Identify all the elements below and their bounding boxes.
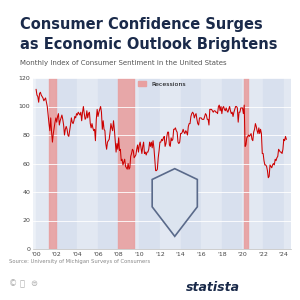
Text: ⓘ: ⓘ bbox=[20, 279, 25, 288]
Bar bbox=[36, 78, 57, 249]
Text: as Economic Outlook Brightens: as Economic Outlook Brightens bbox=[20, 38, 277, 52]
Text: Source: University of Michigan Surveys of Consumers: Source: University of Michigan Surveys o… bbox=[9, 260, 150, 265]
Text: Consumer Confidence Surges: Consumer Confidence Surges bbox=[20, 16, 262, 32]
Bar bbox=[201, 78, 222, 249]
Bar bbox=[77, 78, 98, 249]
Bar bbox=[160, 78, 181, 249]
Legend: Recessions: Recessions bbox=[138, 81, 186, 87]
Bar bbox=[263, 78, 284, 249]
Text: statista: statista bbox=[186, 281, 240, 294]
PathPatch shape bbox=[152, 169, 197, 236]
Bar bbox=[222, 78, 242, 249]
Bar bbox=[139, 78, 160, 249]
Bar bbox=[284, 78, 291, 249]
Text: Monthly Index of Consumer Sentiment in the United States: Monthly Index of Consumer Sentiment in t… bbox=[20, 60, 226, 66]
Bar bbox=[181, 78, 201, 249]
Text: ⊜: ⊜ bbox=[30, 279, 37, 288]
Bar bbox=[242, 78, 263, 249]
Bar bbox=[118, 78, 134, 249]
Bar bbox=[119, 78, 139, 249]
Bar bbox=[98, 78, 119, 249]
Text: ©: © bbox=[9, 279, 17, 288]
Bar bbox=[244, 78, 248, 249]
Bar bbox=[49, 78, 56, 249]
Bar bbox=[57, 78, 77, 249]
